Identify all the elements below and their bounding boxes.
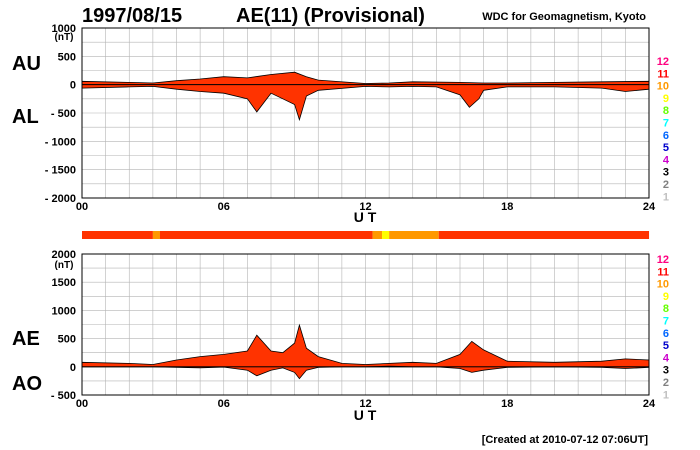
al-series-label: AL <box>12 106 39 128</box>
activity-segment <box>82 231 153 239</box>
bottom-areas <box>81 323 650 380</box>
legend-entry: 6 <box>663 130 669 142</box>
legend-entry: 1 <box>663 191 669 203</box>
legend-entry: 7 <box>663 316 669 328</box>
legend-entry: 11 <box>657 68 669 80</box>
y-tick-label: 0 <box>70 80 76 92</box>
legend-entry: 5 <box>663 340 669 352</box>
legend-entry: 11 <box>657 266 669 278</box>
activity-segment <box>389 231 439 239</box>
legend-entry: 4 <box>663 352 670 364</box>
bottom-x-axis-label: U T <box>354 407 377 423</box>
y-tick-label: - 1000 <box>45 136 76 148</box>
bottom-x-tick-labels: 00 06 12 18 24 <box>76 398 656 410</box>
legend-entry: 3 <box>663 365 669 377</box>
created-timestamp: [Created at 2010-07-12 07:06UT] <box>482 434 649 446</box>
legend-entry: 7 <box>663 118 669 130</box>
source-label: WDC for Geomagnetism, Kyoto <box>482 11 646 23</box>
x-tick-label: 00 <box>76 398 88 410</box>
y-tick-label: 0 <box>70 362 76 374</box>
bottom-frame <box>81 253 650 396</box>
legend-entry: 12 <box>657 56 669 68</box>
series-area-ae <box>81 323 650 368</box>
chart-title: AE(11) (Provisional) <box>236 5 425 27</box>
y-tick-label: - 2000 <box>45 193 76 205</box>
au-al-panel: 1000 500 0 - 500 - 1000 - 1500 - 2000 00 06 12 18… <box>12 23 656 225</box>
legend-entry: 4 <box>663 154 670 166</box>
top-y-unit: (nT) <box>55 32 74 43</box>
legend-entry: 10 <box>657 279 669 291</box>
series-area-al <box>81 84 650 122</box>
y-tick-label: - 500 <box>51 390 76 402</box>
activity-segment <box>438 231 650 239</box>
legend-entry: 2 <box>663 377 669 389</box>
x-tick-label: 18 <box>501 201 513 213</box>
y-tick-label: 1500 <box>52 277 76 289</box>
x-tick-label: 00 <box>76 201 88 213</box>
y-tick-label: 1000 <box>52 23 76 35</box>
top-areas <box>81 71 650 122</box>
legend-entry: 1 <box>663 389 669 401</box>
legend-entry: 5 <box>663 142 669 154</box>
bottom-y-unit: (nT) <box>55 260 74 271</box>
activity-segment <box>382 231 390 239</box>
legend-entry: 8 <box>663 303 669 315</box>
x-tick-label: 24 <box>643 398 656 410</box>
legend-entry: 10 <box>657 81 669 93</box>
au-series-label: AU <box>12 53 41 75</box>
series-area-au <box>81 71 650 86</box>
top-frame <box>81 27 650 199</box>
x-tick-label: 12 <box>359 398 371 410</box>
y-tick-label: 2000 <box>52 249 76 261</box>
legend-entry: 6 <box>663 328 669 340</box>
legend-entry: 9 <box>663 93 669 105</box>
activity-segment <box>152 231 160 239</box>
legend-entry: 8 <box>663 105 669 117</box>
legend-entry: 2 <box>663 179 669 191</box>
activity-level-bar <box>82 231 650 239</box>
top-y-tick-labels: 1000 500 0 - 500 - 1000 - 1500 - 2000 <box>45 23 76 205</box>
y-tick-label: - 1500 <box>45 165 76 177</box>
date-label: 1997/08/15 <box>82 5 182 27</box>
x-tick-label: 18 <box>501 398 513 410</box>
bottom-y-tick-labels: 2000 1500 1000 500 0 - 500 <box>51 249 76 402</box>
y-tick-label: 500 <box>58 334 76 346</box>
ae-series-label: AE <box>12 328 40 350</box>
y-tick-label: - 500 <box>51 108 76 120</box>
bottom-grid <box>82 254 649 395</box>
ae-ao-panel: 2000 1500 1000 500 0 - 500 00 06 12 18 24 (nT) U … <box>12 249 656 423</box>
ao-series-label: AO <box>12 373 42 395</box>
y-tick-label: 1000 <box>52 305 76 317</box>
top-x-axis-label: U T <box>354 209 377 225</box>
x-tick-label: 24 <box>643 201 656 213</box>
y-tick-label: 500 <box>58 51 76 63</box>
top-x-tick-labels: 00 06 12 18 24 <box>76 201 656 213</box>
x-tick-label: 06 <box>218 398 230 410</box>
activity-segment <box>372 231 382 239</box>
x-tick-label: 12 <box>359 201 371 213</box>
top-grid <box>82 28 649 198</box>
legend-entry: 12 <box>657 254 669 266</box>
legend-entry: 9 <box>663 291 669 303</box>
x-tick-label: 06 <box>218 201 230 213</box>
legend-entry: 3 <box>663 167 669 179</box>
activity-segment <box>159 231 373 239</box>
